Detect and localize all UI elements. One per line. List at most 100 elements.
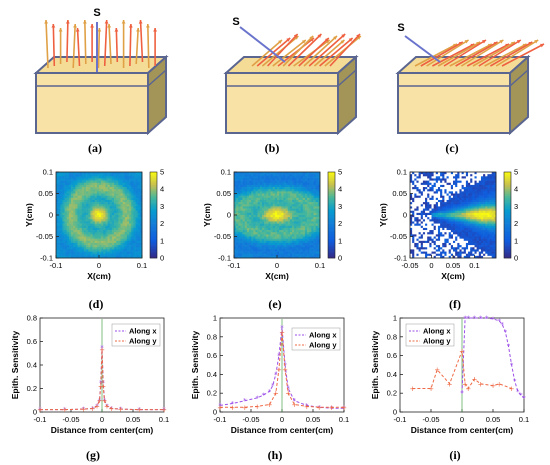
heatmap-cell (251, 202, 254, 205)
heatmap-cell (86, 174, 89, 177)
heatmap-cell (472, 212, 475, 216)
heatmap-cell (56, 227, 59, 231)
heatmap-cell (294, 189, 297, 192)
heatmap-cell (476, 172, 480, 175)
heatmap-cell (292, 236, 295, 239)
heatmap-cell (453, 238, 456, 242)
heatmap-cell (317, 240, 321, 244)
heatmap-cell (251, 187, 254, 190)
heatmap-cell (459, 197, 462, 201)
heatmap-cell (440, 230, 443, 233)
heatmap-cell (92, 206, 95, 209)
heatmap-cell (79, 180, 83, 184)
heatmap-cell (71, 174, 74, 177)
heatmap-cell (88, 251, 91, 254)
heatmap-cell (468, 232, 471, 235)
heatmap-cell (103, 208, 106, 211)
heatmap-cell (240, 199, 243, 203)
heatmap-cell (120, 251, 123, 254)
heatmap-cell (489, 187, 492, 190)
heatmap-cell (446, 232, 449, 235)
heatmap-cell (309, 221, 312, 224)
heatmap-cell (285, 178, 289, 181)
heatmap-cell (270, 219, 273, 222)
heatmap-cell (270, 253, 273, 257)
heatmap-cell (90, 230, 93, 233)
heatmap-cell (416, 236, 419, 239)
heatmap-cell (133, 227, 136, 231)
heatmap-cell (300, 202, 304, 205)
heatmap-cell (455, 197, 458, 201)
heatmap-cell (431, 191, 434, 194)
heatmap-cell (480, 247, 484, 250)
heatmap-cell (270, 217, 273, 220)
ray-line (449, 43, 493, 67)
heatmap-cell (474, 199, 477, 203)
heatmap-cell (137, 223, 141, 227)
heatmap-cell (440, 191, 443, 194)
heatmap-cell (433, 225, 437, 229)
heatmap-cell (442, 249, 445, 252)
heatmap-cell (107, 215, 111, 218)
heatmap-cell (120, 227, 123, 231)
heatmap-cell (68, 234, 72, 237)
heatmap-cell (292, 215, 295, 218)
heatmap-cell (56, 202, 59, 205)
block-side-face (509, 54, 529, 136)
heatmap-cell (261, 210, 265, 214)
heatmap-cell (440, 238, 443, 242)
heatmap-cell (135, 242, 138, 246)
heatmap-cell (266, 182, 269, 186)
heatmap-cell (261, 195, 265, 199)
heatmap-cell (114, 199, 117, 203)
heatmap-cell (315, 227, 319, 231)
heatmap-cell (270, 199, 273, 203)
heatmap-cell (105, 225, 108, 229)
heatmap-cell (425, 247, 428, 250)
heatmap-cell (457, 176, 460, 179)
heatmap-cell (485, 172, 488, 175)
heatmap-cell (446, 225, 449, 229)
heatmap-cell (480, 184, 484, 188)
heatmap-cell (122, 187, 126, 190)
heatmap-cell (103, 221, 106, 224)
heatmap-cell (412, 180, 415, 184)
heatmap-cell (296, 251, 299, 254)
heatmap-cell (137, 253, 141, 257)
heatmap-cell (298, 251, 301, 254)
heatmap-cell (120, 247, 123, 250)
heatmap-cell (453, 172, 456, 175)
heatmap-cell (240, 221, 243, 224)
heatmap-cell (124, 208, 128, 211)
heatmap-cell (468, 193, 471, 196)
heatmap-cell (416, 204, 419, 207)
heatmap-cell (255, 238, 258, 242)
heatmap-cell (465, 199, 469, 203)
heatmap-cell (309, 182, 312, 186)
heatmap-cell (461, 195, 465, 199)
heatmap-cell (453, 234, 456, 237)
heatmap-cell (292, 204, 295, 207)
heatmap-cell (274, 202, 278, 205)
heatmap-cell (302, 232, 306, 235)
heatmap-cell (422, 247, 426, 250)
heatmap-cell (448, 193, 452, 196)
heatmap-cell (122, 193, 126, 196)
heatmap-cell (274, 219, 278, 222)
heatmap-cell (77, 236, 80, 239)
heatmap-cell (304, 191, 308, 194)
heatmap-cell (257, 240, 261, 244)
heatmap-cell (75, 249, 78, 252)
heatmap-cell (62, 178, 65, 181)
heatmap-cell (75, 195, 78, 199)
heatmap-cell (478, 206, 482, 209)
heatmap-cell (77, 182, 80, 186)
heatmap-cell (64, 227, 68, 231)
heatmap-cell (474, 189, 477, 192)
heatmap-cell (440, 225, 443, 229)
heatmap-cell (463, 202, 467, 205)
heatmap-cell (435, 204, 439, 207)
heatmap-cell (281, 189, 284, 192)
heatmap-cell (412, 217, 415, 220)
heatmap-cell (66, 178, 70, 181)
